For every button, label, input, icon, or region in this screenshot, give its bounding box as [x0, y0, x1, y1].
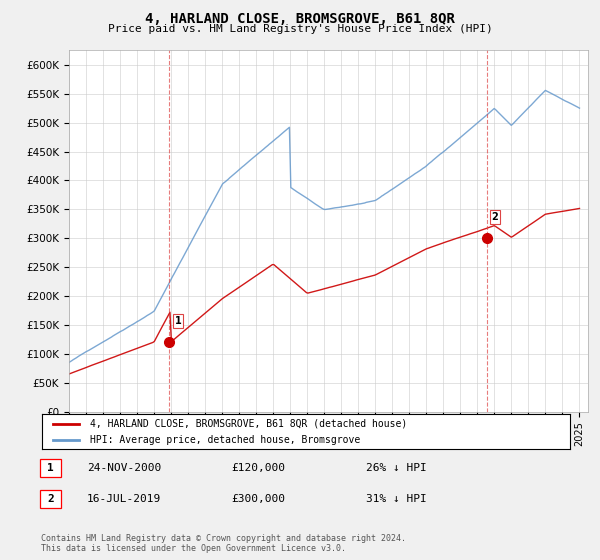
Text: £120,000: £120,000: [231, 463, 285, 473]
Text: £300,000: £300,000: [231, 494, 285, 504]
Text: Contains HM Land Registry data © Crown copyright and database right 2024.
This d: Contains HM Land Registry data © Crown c…: [41, 534, 406, 553]
Text: Price paid vs. HM Land Registry's House Price Index (HPI): Price paid vs. HM Land Registry's House …: [107, 24, 493, 34]
Text: 4, HARLAND CLOSE, BROMSGROVE, B61 8QR (detached house): 4, HARLAND CLOSE, BROMSGROVE, B61 8QR (d…: [89, 419, 407, 429]
Text: 4, HARLAND CLOSE, BROMSGROVE, B61 8QR: 4, HARLAND CLOSE, BROMSGROVE, B61 8QR: [145, 12, 455, 26]
FancyBboxPatch shape: [40, 459, 61, 477]
Text: 16-JUL-2019: 16-JUL-2019: [87, 494, 161, 504]
Text: 1: 1: [175, 316, 181, 326]
Text: 24-NOV-2000: 24-NOV-2000: [87, 463, 161, 473]
Text: 2: 2: [491, 212, 499, 222]
Text: 31% ↓ HPI: 31% ↓ HPI: [366, 494, 427, 504]
Text: 26% ↓ HPI: 26% ↓ HPI: [366, 463, 427, 473]
Text: 2: 2: [47, 494, 54, 504]
Text: HPI: Average price, detached house, Bromsgrove: HPI: Average price, detached house, Brom…: [89, 435, 360, 445]
FancyBboxPatch shape: [40, 490, 61, 508]
Text: 1: 1: [47, 463, 54, 473]
